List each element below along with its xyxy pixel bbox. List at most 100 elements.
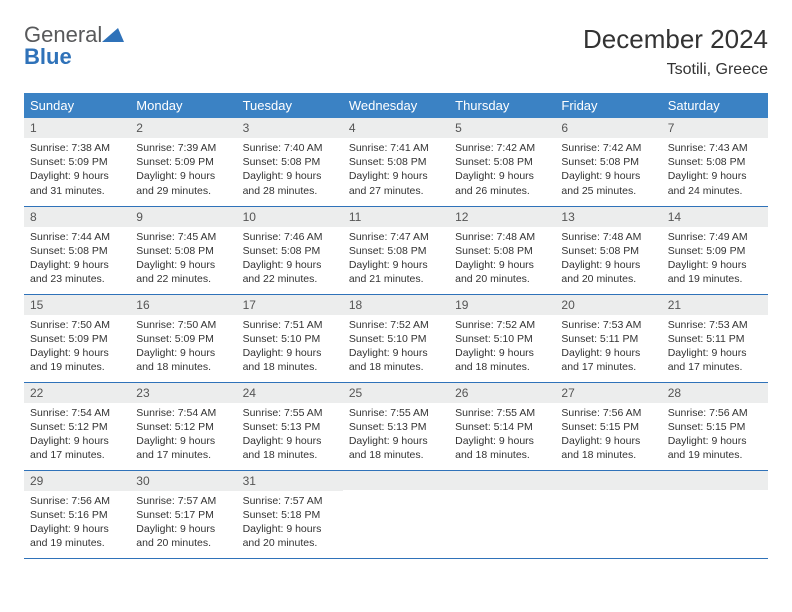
empty-daynum <box>555 471 661 490</box>
day-number: 22 <box>24 383 130 403</box>
day-number: 29 <box>24 471 130 491</box>
calendar-cell: 27Sunrise: 7:56 AMSunset: 5:15 PMDayligh… <box>555 382 661 470</box>
calendar-cell: 9Sunrise: 7:45 AMSunset: 5:08 PMDaylight… <box>130 206 236 294</box>
weekday-header: Friday <box>555 93 661 118</box>
calendar-cell <box>555 470 661 558</box>
calendar-cell: 10Sunrise: 7:46 AMSunset: 5:08 PMDayligh… <box>237 206 343 294</box>
day-number: 24 <box>237 383 343 403</box>
empty-daynum <box>343 471 449 490</box>
header: GeneralBlue December 2024 Tsotili, Greec… <box>24 24 768 79</box>
day-details: Sunrise: 7:50 AMSunset: 5:09 PMDaylight:… <box>130 315 236 381</box>
calendar-cell: 1Sunrise: 7:38 AMSunset: 5:09 PMDaylight… <box>24 118 130 206</box>
calendar-cell: 4Sunrise: 7:41 AMSunset: 5:08 PMDaylight… <box>343 118 449 206</box>
empty-daytext <box>555 490 661 530</box>
day-number: 6 <box>555 118 661 138</box>
day-details: Sunrise: 7:45 AMSunset: 5:08 PMDaylight:… <box>130 227 236 293</box>
calendar-cell: 31Sunrise: 7:57 AMSunset: 5:18 PMDayligh… <box>237 470 343 558</box>
day-number: 17 <box>237 295 343 315</box>
day-number: 10 <box>237 207 343 227</box>
empty-daytext <box>662 490 768 530</box>
weekday-header: Thursday <box>449 93 555 118</box>
calendar-cell: 21Sunrise: 7:53 AMSunset: 5:11 PMDayligh… <box>662 294 768 382</box>
calendar-cell: 11Sunrise: 7:47 AMSunset: 5:08 PMDayligh… <box>343 206 449 294</box>
day-details: Sunrise: 7:52 AMSunset: 5:10 PMDaylight:… <box>449 315 555 381</box>
day-number: 28 <box>662 383 768 403</box>
calendar-cell: 23Sunrise: 7:54 AMSunset: 5:12 PMDayligh… <box>130 382 236 470</box>
day-number: 18 <box>343 295 449 315</box>
calendar-cell: 3Sunrise: 7:40 AMSunset: 5:08 PMDaylight… <box>237 118 343 206</box>
calendar-cell: 6Sunrise: 7:42 AMSunset: 5:08 PMDaylight… <box>555 118 661 206</box>
title-block: December 2024 Tsotili, Greece <box>583 24 768 79</box>
day-number: 27 <box>555 383 661 403</box>
weekday-header: Tuesday <box>237 93 343 118</box>
calendar-cell <box>343 470 449 558</box>
day-number: 15 <box>24 295 130 315</box>
calendar-cell: 25Sunrise: 7:55 AMSunset: 5:13 PMDayligh… <box>343 382 449 470</box>
empty-daytext <box>449 490 555 530</box>
calendar-cell: 8Sunrise: 7:44 AMSunset: 5:08 PMDaylight… <box>24 206 130 294</box>
weekday-header: Saturday <box>662 93 768 118</box>
calendar-row: 8Sunrise: 7:44 AMSunset: 5:08 PMDaylight… <box>24 206 768 294</box>
day-details: Sunrise: 7:43 AMSunset: 5:08 PMDaylight:… <box>662 138 768 204</box>
day-details: Sunrise: 7:48 AMSunset: 5:08 PMDaylight:… <box>555 227 661 293</box>
day-details: Sunrise: 7:54 AMSunset: 5:12 PMDaylight:… <box>24 403 130 469</box>
day-number: 1 <box>24 118 130 138</box>
month-title: December 2024 <box>583 24 768 55</box>
day-number: 11 <box>343 207 449 227</box>
calendar-cell <box>662 470 768 558</box>
day-number: 19 <box>449 295 555 315</box>
calendar-cell: 24Sunrise: 7:55 AMSunset: 5:13 PMDayligh… <box>237 382 343 470</box>
logo-text-blue: Blue <box>24 44 72 69</box>
day-details: Sunrise: 7:56 AMSunset: 5:15 PMDaylight:… <box>662 403 768 469</box>
calendar-cell <box>449 470 555 558</box>
calendar-row: 1Sunrise: 7:38 AMSunset: 5:09 PMDaylight… <box>24 118 768 206</box>
day-details: Sunrise: 7:52 AMSunset: 5:10 PMDaylight:… <box>343 315 449 381</box>
calendar-cell: 19Sunrise: 7:52 AMSunset: 5:10 PMDayligh… <box>449 294 555 382</box>
day-details: Sunrise: 7:49 AMSunset: 5:09 PMDaylight:… <box>662 227 768 293</box>
calendar-cell: 5Sunrise: 7:42 AMSunset: 5:08 PMDaylight… <box>449 118 555 206</box>
calendar-row: 29Sunrise: 7:56 AMSunset: 5:16 PMDayligh… <box>24 470 768 558</box>
day-details: Sunrise: 7:44 AMSunset: 5:08 PMDaylight:… <box>24 227 130 293</box>
day-details: Sunrise: 7:39 AMSunset: 5:09 PMDaylight:… <box>130 138 236 204</box>
day-details: Sunrise: 7:42 AMSunset: 5:08 PMDaylight:… <box>555 138 661 204</box>
day-number: 14 <box>662 207 768 227</box>
day-number: 2 <box>130 118 236 138</box>
location: Tsotili, Greece <box>583 61 768 79</box>
day-number: 26 <box>449 383 555 403</box>
day-details: Sunrise: 7:55 AMSunset: 5:13 PMDaylight:… <box>343 403 449 469</box>
day-details: Sunrise: 7:38 AMSunset: 5:09 PMDaylight:… <box>24 138 130 204</box>
calendar-cell: 13Sunrise: 7:48 AMSunset: 5:08 PMDayligh… <box>555 206 661 294</box>
calendar-cell: 16Sunrise: 7:50 AMSunset: 5:09 PMDayligh… <box>130 294 236 382</box>
calendar-cell: 30Sunrise: 7:57 AMSunset: 5:17 PMDayligh… <box>130 470 236 558</box>
day-details: Sunrise: 7:56 AMSunset: 5:15 PMDaylight:… <box>555 403 661 469</box>
calendar-cell: 17Sunrise: 7:51 AMSunset: 5:10 PMDayligh… <box>237 294 343 382</box>
day-details: Sunrise: 7:40 AMSunset: 5:08 PMDaylight:… <box>237 138 343 204</box>
day-details: Sunrise: 7:50 AMSunset: 5:09 PMDaylight:… <box>24 315 130 381</box>
calendar-cell: 29Sunrise: 7:56 AMSunset: 5:16 PMDayligh… <box>24 470 130 558</box>
day-number: 23 <box>130 383 236 403</box>
calendar-cell: 28Sunrise: 7:56 AMSunset: 5:15 PMDayligh… <box>662 382 768 470</box>
day-number: 25 <box>343 383 449 403</box>
calendar-row: 15Sunrise: 7:50 AMSunset: 5:09 PMDayligh… <box>24 294 768 382</box>
day-details: Sunrise: 7:47 AMSunset: 5:08 PMDaylight:… <box>343 227 449 293</box>
calendar-cell: 26Sunrise: 7:55 AMSunset: 5:14 PMDayligh… <box>449 382 555 470</box>
weekday-header: Sunday <box>24 93 130 118</box>
calendar-cell: 20Sunrise: 7:53 AMSunset: 5:11 PMDayligh… <box>555 294 661 382</box>
calendar-row: 22Sunrise: 7:54 AMSunset: 5:12 PMDayligh… <box>24 382 768 470</box>
logo: GeneralBlue <box>24 24 124 68</box>
weekday-header-row: SundayMondayTuesdayWednesdayThursdayFrid… <box>24 93 768 118</box>
day-details: Sunrise: 7:42 AMSunset: 5:08 PMDaylight:… <box>449 138 555 204</box>
weekday-header: Monday <box>130 93 236 118</box>
day-details: Sunrise: 7:41 AMSunset: 5:08 PMDaylight:… <box>343 138 449 204</box>
day-number: 21 <box>662 295 768 315</box>
weekday-header: Wednesday <box>343 93 449 118</box>
day-details: Sunrise: 7:53 AMSunset: 5:11 PMDaylight:… <box>662 315 768 381</box>
day-number: 13 <box>555 207 661 227</box>
logo-triangle-icon <box>102 24 124 46</box>
calendar-cell: 14Sunrise: 7:49 AMSunset: 5:09 PMDayligh… <box>662 206 768 294</box>
day-number: 30 <box>130 471 236 491</box>
day-details: Sunrise: 7:54 AMSunset: 5:12 PMDaylight:… <box>130 403 236 469</box>
day-details: Sunrise: 7:55 AMSunset: 5:13 PMDaylight:… <box>237 403 343 469</box>
day-number: 3 <box>237 118 343 138</box>
day-details: Sunrise: 7:55 AMSunset: 5:14 PMDaylight:… <box>449 403 555 469</box>
